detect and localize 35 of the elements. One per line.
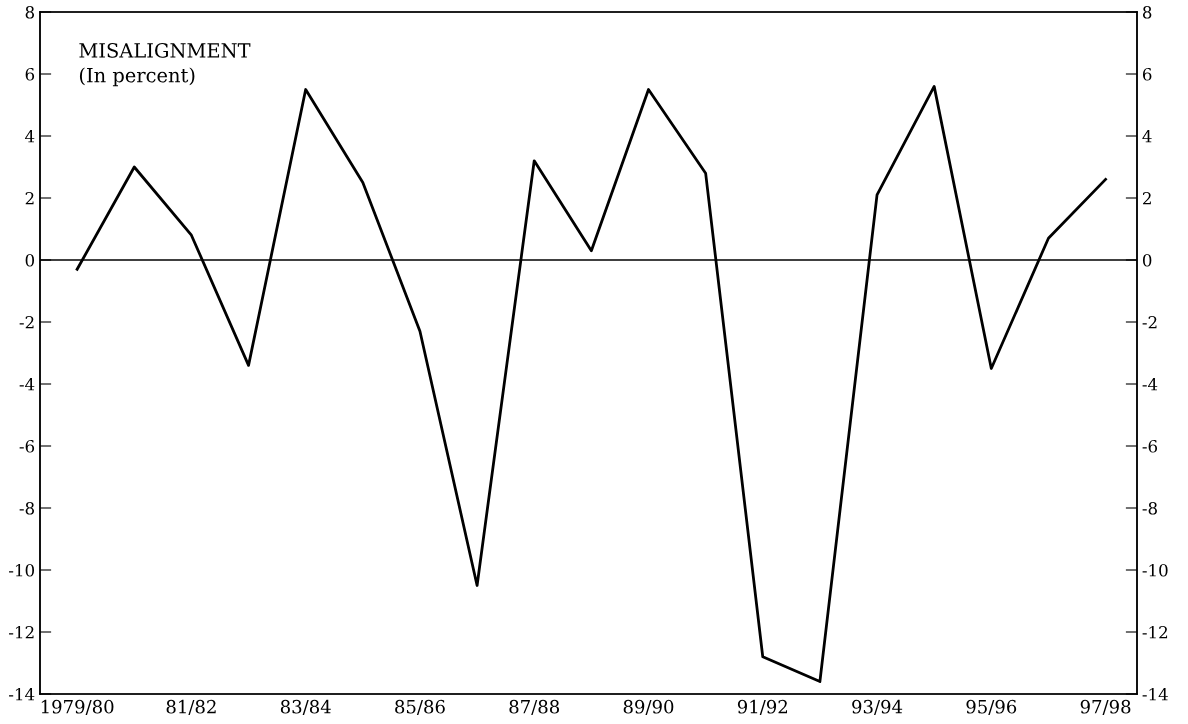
x-tick-label: 85/86 — [395, 699, 445, 715]
y2-tick-label: 0 — [1142, 253, 1152, 267]
y2-tick-label: 4 — [1142, 129, 1152, 143]
x-tick-label: 93/94 — [852, 699, 903, 715]
y-tick-label: -2 — [19, 315, 34, 329]
x-tick-label: 91/92 — [737, 699, 788, 715]
y-tick-label: -10 — [9, 563, 35, 577]
y-tick-label: 6 — [25, 67, 35, 81]
y2-tick-label: -6 — [1142, 439, 1158, 453]
y2-tick-label: -8 — [1142, 501, 1157, 515]
y-tick-label: 4 — [25, 129, 35, 143]
y-tick-label: -14 — [9, 687, 35, 701]
y-tick-label: -12 — [9, 625, 34, 639]
x-tick-label: 95/96 — [966, 699, 1017, 715]
y2-tick-label: -14 — [1142, 687, 1168, 701]
x-tick-label: 87/88 — [509, 699, 560, 715]
y-tick-label: 8 — [25, 5, 35, 19]
y-tick-label: -6 — [19, 439, 35, 453]
y-tick-label: -8 — [19, 501, 35, 515]
y-tick-label: 0 — [25, 253, 35, 267]
x-tick-label: 83/84 — [280, 699, 331, 715]
text: MISALIGNMENT (In percent) — [79, 43, 251, 87]
y2-tick-label: -2 — [1142, 315, 1157, 329]
x-tick-label: 81/82 — [166, 699, 216, 715]
y2-tick-label: 2 — [1142, 191, 1151, 205]
y-tick-label: 2 — [25, 191, 34, 205]
x-tick-label: 1979/80 — [41, 699, 114, 715]
x-tick-label: 89/90 — [623, 699, 674, 715]
y2-tick-label: -10 — [1142, 563, 1168, 577]
x-tick-label: 97/98 — [1080, 699, 1131, 715]
y2-tick-label: 6 — [1142, 67, 1152, 81]
y-tick-label: -4 — [19, 377, 35, 391]
y2-tick-label: -4 — [1142, 377, 1158, 391]
y2-tick-label: 8 — [1142, 5, 1152, 19]
y2-tick-label: -12 — [1142, 625, 1168, 639]
